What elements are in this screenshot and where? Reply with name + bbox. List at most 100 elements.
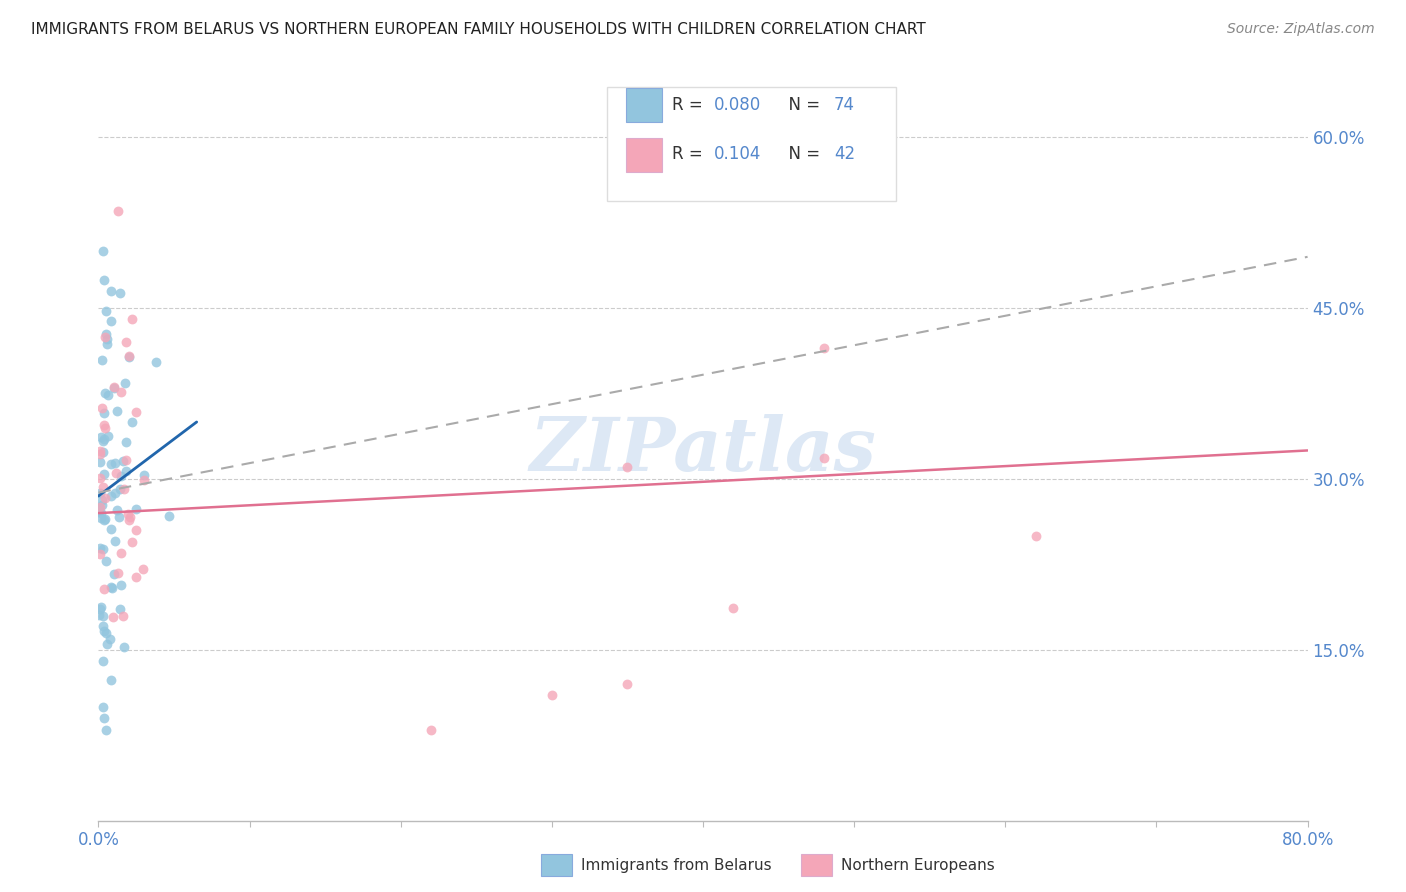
Point (93, 467, 115, 481)
Point (104, 485, 127, 500)
Point (108, 285, 131, 300)
Point (111, 608, 134, 623)
Point (97, 429, 120, 443)
Point (89, 444, 111, 458)
Point (93, 624, 115, 638)
Point (89, 486, 111, 500)
Point (94, 491, 117, 505)
Point (110, 601, 132, 615)
Point (91, 699, 114, 714)
Point (105, 403, 128, 417)
Point (100, 673, 122, 687)
Point (104, 534, 127, 549)
Point (93, 406, 115, 420)
Text: 0.104: 0.104 (714, 145, 762, 163)
Point (90, 510, 112, 524)
Point (103, 381, 125, 395)
Point (723, 601, 745, 615)
Point (93, 272, 115, 286)
Point (91, 654, 114, 668)
Point (103, 567, 125, 582)
Point (90, 506, 112, 520)
Point (616, 459, 638, 474)
Point (89, 548, 111, 562)
Text: Source: ZipAtlas.com: Source: ZipAtlas.com (1227, 22, 1375, 37)
Point (96, 336, 118, 351)
Text: IMMIGRANTS FROM BELARUS VS NORTHERN EUROPEAN FAMILY HOUSEHOLDS WITH CHILDREN COR: IMMIGRANTS FROM BELARUS VS NORTHERN EURO… (31, 22, 925, 37)
Point (118, 349, 141, 363)
Point (100, 284, 122, 298)
Point (90, 600, 112, 615)
Point (91, 244, 114, 259)
Point (114, 376, 136, 390)
Point (89, 471, 111, 485)
Text: Northern Europeans: Northern Europeans (841, 858, 994, 872)
Text: N =: N = (778, 96, 825, 114)
Point (114, 335, 136, 350)
Point (103, 379, 125, 393)
Text: 74: 74 (834, 96, 855, 114)
Point (90, 499, 112, 513)
Point (125, 523, 148, 537)
Point (107, 510, 129, 524)
Point (114, 465, 136, 479)
Text: R =: R = (672, 145, 709, 163)
Point (117, 507, 139, 521)
Point (104, 466, 127, 480)
Point (125, 405, 148, 419)
Point (94, 723, 117, 737)
Text: 0.080: 0.080 (714, 96, 762, 114)
Point (87, 608, 110, 623)
Point (91, 401, 114, 415)
Point (98, 632, 121, 646)
Point (90, 352, 112, 367)
Point (93, 418, 115, 433)
Text: ZIPatlas: ZIPatlas (530, 414, 876, 487)
Text: N =: N = (778, 145, 825, 163)
Point (108, 482, 131, 496)
Point (100, 458, 122, 472)
Point (94, 554, 117, 568)
Point (145, 355, 167, 369)
Point (104, 456, 127, 470)
Point (111, 454, 134, 468)
Text: Immigrants from Belarus: Immigrants from Belarus (581, 858, 772, 872)
Point (105, 503, 128, 517)
Point (91, 541, 114, 556)
Point (103, 610, 125, 624)
Point (125, 501, 148, 516)
Point (90, 430, 112, 444)
Point (121, 415, 143, 429)
Point (89, 601, 111, 615)
Point (94, 421, 117, 435)
Point (94, 304, 117, 318)
Point (89, 541, 111, 555)
Point (87, 500, 110, 514)
Point (89, 455, 111, 469)
Text: R =: R = (672, 96, 709, 114)
Point (121, 535, 143, 549)
Point (93, 513, 115, 527)
Point (100, 314, 122, 328)
Point (100, 523, 122, 537)
Point (93, 432, 115, 446)
Point (93, 386, 115, 401)
Point (110, 578, 132, 592)
Point (100, 580, 122, 594)
Point (132, 473, 155, 487)
Point (89, 447, 111, 461)
Point (157, 509, 180, 524)
Point (91, 493, 114, 508)
Point (107, 566, 129, 581)
Point (91, 480, 114, 494)
Point (110, 469, 132, 483)
Point (112, 482, 135, 496)
Point (94, 326, 117, 341)
Point (91, 434, 114, 449)
Point (420, 723, 443, 737)
Point (118, 512, 141, 526)
Point (94, 512, 117, 526)
Point (97, 388, 120, 402)
Point (100, 489, 122, 503)
Point (132, 562, 155, 576)
